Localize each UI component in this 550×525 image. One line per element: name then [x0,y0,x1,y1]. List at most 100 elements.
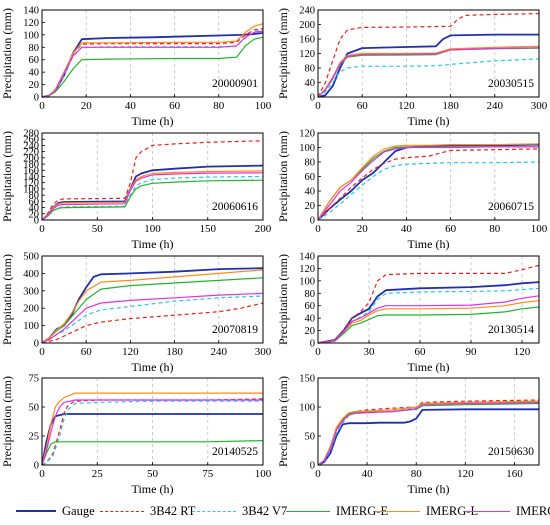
y-tick-label: 0 [310,216,315,227]
series-3b42-rt [41,302,264,344]
panel-20070819: 0 60 120 180 240 300 0 100 200 300 400 500 Time (h) P… [0,252,272,375]
y-tick-label: 100 [299,403,315,414]
y-axis-label: Precipitation (mm) [276,131,290,222]
y-tick-label: 0 [34,93,39,104]
series-3b42-rt [317,264,540,344]
event-label: 20140525 [212,446,258,458]
legend-swatch [286,510,330,512]
y-tick-label: 100 [299,143,315,154]
x-tick-label: 40 [362,468,374,480]
series-imerg-f [41,292,264,344]
x-tick-label: 20 [81,100,93,112]
y-axis-label: Precipitation (mm) [0,376,14,467]
x-tick-label: 300 [531,100,548,112]
x-tick-label: 40 [401,223,413,235]
y-tick-label: 80 [305,64,316,75]
y-tick-label: 40 [29,203,40,214]
x-tick-label: 60 [357,100,369,112]
series-gauge [317,143,540,221]
x-tick-label: 50 [92,223,104,235]
series-gauge [317,408,539,466]
x-axis-label: Time (h) [408,114,450,128]
event-label: 20060715 [488,201,534,213]
y-tick-label: 60 [305,301,316,312]
panel-20060715: 0 20 40 60 80 100 0 20 40 60 80 100 120 Time (h) Preci… [276,129,548,252]
y-tick-label: 0 [310,93,315,104]
event-label: 20150630 [488,446,534,458]
legend-swatch [376,510,420,512]
x-tick-label: 50 [147,468,159,480]
x-tick-label: 100 [531,223,548,235]
series-gauge [41,267,264,344]
y-tick-label: 20 [305,326,316,337]
x-tick-label: 80 [489,223,501,235]
event-label: 20130514 [488,324,534,336]
x-tick-label: 0 [315,468,321,480]
y-tick-label: 80 [305,158,316,169]
legend-item-imerg-e: IMERG-E [286,500,388,522]
y-tick-label: 500 [23,252,39,263]
series-imerg-l [41,392,263,466]
legend-item-3b42-v7: 3B42 V7 [192,500,287,522]
y-tick-label: 140 [23,172,39,183]
legend-swatch [16,510,56,512]
y-tick-label: 280 [23,129,39,140]
x-axis-label: Time (h) [408,360,450,374]
y-tick-label: 180 [23,160,39,171]
series-3b42-rt [317,13,540,98]
x-tick-label: 0 [39,223,45,235]
y-tick-label: 0 [34,461,39,472]
x-tick-label: 100 [255,100,272,112]
legend-item-gauge: Gauge [16,500,95,522]
series-imerg-f [317,47,540,98]
legend-swatch [192,510,236,512]
y-tick-label: 120 [299,49,315,60]
x-tick-label: 120 [122,346,139,358]
series-imerg-l [317,400,540,466]
x-tick-label: 200 [255,223,272,235]
y-tick-label: 160 [299,35,315,46]
series-3b42-v7 [317,58,540,98]
x-tick-label: 100 [144,223,161,235]
x-tick-label: 60 [445,223,457,235]
y-tick-label: 60 [305,172,316,183]
series-imerg-f [41,172,264,221]
panel-20060616: 0 50 100 150 2000204060801001201401601802002… [0,129,272,252]
x-tick-label: 100 [255,468,272,480]
x-tick-label: 20 [357,223,369,235]
y-axis-label: Precipitation (mm) [276,8,290,99]
x-tick-label: 180 [442,100,459,112]
y-tick-label: 400 [23,269,39,280]
x-tick-label: 180 [166,346,183,358]
event-label: 20030515 [488,78,534,90]
y-tick-label: 60 [29,197,40,208]
legend-item-imerg-f: IMERG-F [466,500,550,522]
y-tick-label: 50 [29,403,40,414]
y-tick-label: 200 [23,153,39,164]
y-tick-label: 100 [299,276,315,287]
x-tick-label: 75 [202,468,214,480]
event-label: 20000901 [212,78,258,90]
y-tick-label: 140 [23,6,39,17]
series-imerg-f [317,146,539,221]
y-axis-label: Precipitation (mm) [276,254,290,345]
series-imerg-l [317,143,540,221]
series-3b42-v7 [41,400,263,466]
y-tick-label: 0 [34,339,39,350]
x-tick-label: 0 [39,468,45,480]
y-tick-label: 120 [23,18,39,29]
series-imerg-f [317,295,540,344]
y-tick-label: 100 [23,30,39,41]
series-imerg-f [41,399,263,466]
event-label: 20060616 [212,201,258,213]
y-tick-label: 0 [310,339,315,350]
y-tick-label: 80 [305,289,316,300]
series-imerg-e [41,179,264,221]
legend: Gauge 3B42 RT 3B42 V7 IMERG-E IMERG-L IMERG-F [0,500,550,522]
legend-label: 3B42 RT [150,503,196,518]
y-tick-label: 80 [29,191,40,202]
panel-20140525: 0 25 50 75 100 0 25 50 75 Time (h) Precipitation (… [0,374,272,497]
